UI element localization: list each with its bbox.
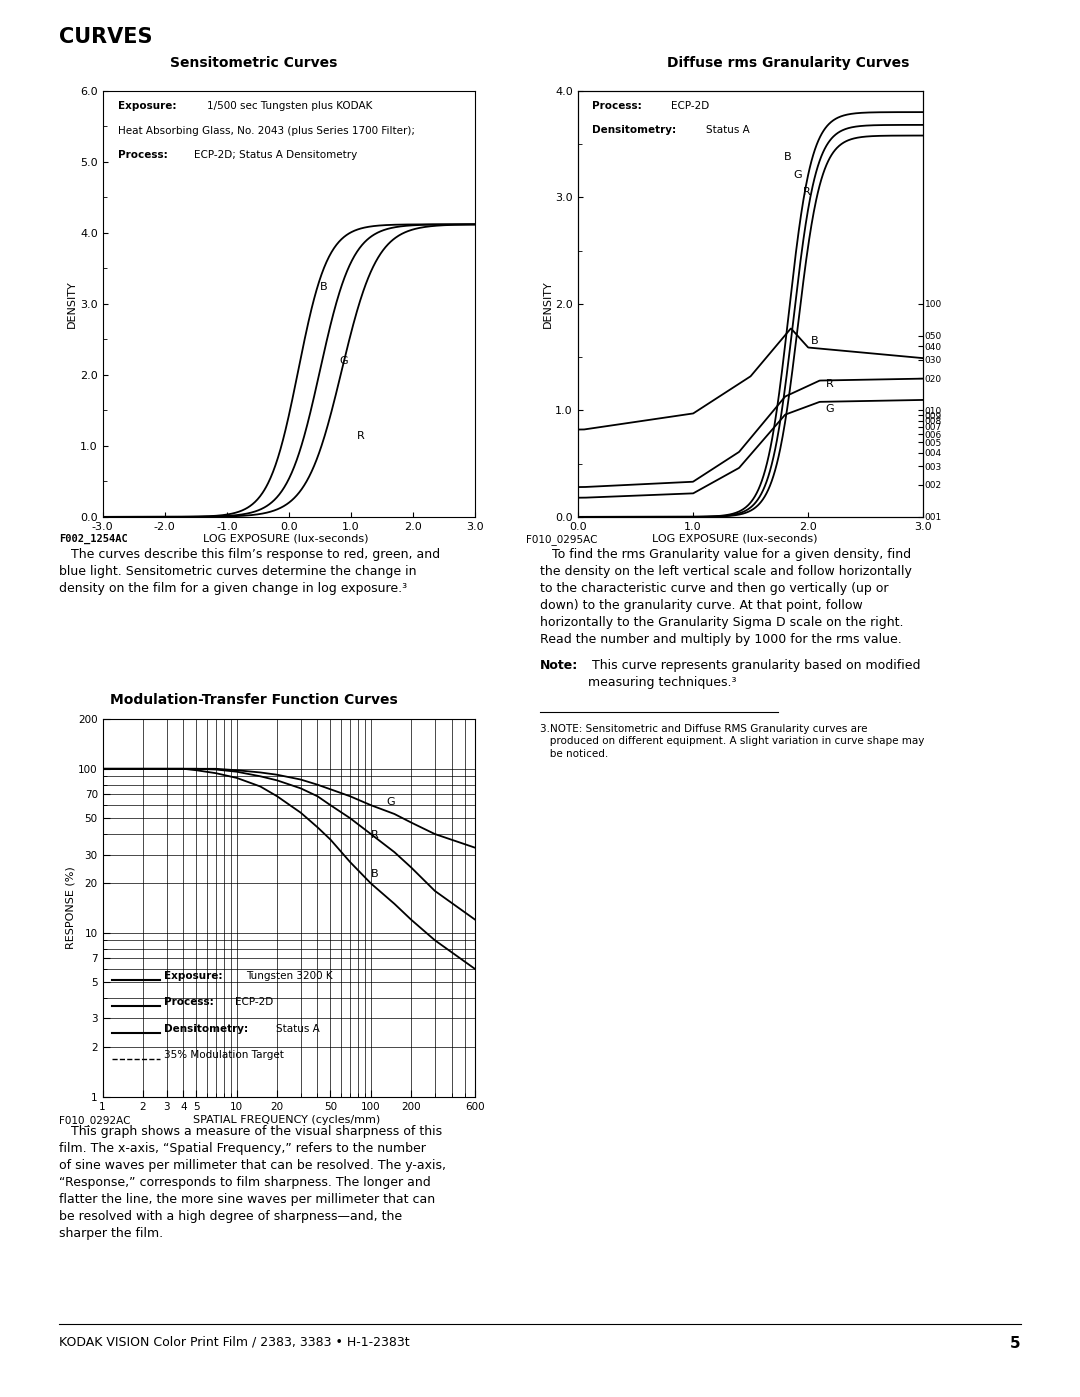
- Text: F002_1254AC: F002_1254AC: [59, 534, 129, 543]
- Text: SPATIAL FREQUENCY (cycles/mm): SPATIAL FREQUENCY (cycles/mm): [192, 1115, 380, 1125]
- Text: Status A: Status A: [275, 1024, 320, 1034]
- Text: G: G: [793, 170, 801, 180]
- Text: KODAK VISION Color Print Film / 2383, 3383 • H-1-2383t: KODAK VISION Color Print Film / 2383, 33…: [59, 1336, 410, 1348]
- Text: B: B: [370, 869, 378, 879]
- Text: LOG EXPOSURE (lux-seconds): LOG EXPOSURE (lux-seconds): [651, 534, 818, 543]
- Text: 5: 5: [1010, 1336, 1021, 1351]
- Text: ECP-2D: ECP-2D: [234, 997, 273, 1007]
- Text: R: R: [357, 430, 365, 441]
- Text: CURVES: CURVES: [59, 28, 153, 47]
- Text: G: G: [825, 405, 834, 415]
- Text: F010_0292AC: F010_0292AC: [59, 1115, 131, 1126]
- Text: G: G: [340, 356, 349, 366]
- Text: G: G: [387, 798, 395, 807]
- Text: Densitometry:: Densitometry:: [164, 1024, 248, 1034]
- Y-axis label: DENSITY: DENSITY: [67, 279, 77, 328]
- Text: F010_0295AC: F010_0295AC: [526, 534, 597, 545]
- Y-axis label: RESPONSE (%): RESPONSE (%): [65, 866, 76, 950]
- Text: Densitometry:: Densitometry:: [592, 124, 676, 136]
- Text: This curve represents granularity based on modified
measuring techniques.³: This curve represents granularity based …: [588, 659, 920, 689]
- Text: Sensitometric Curves: Sensitometric Curves: [171, 56, 337, 70]
- Text: R: R: [370, 830, 379, 840]
- Text: Exposure:: Exposure:: [118, 102, 176, 112]
- Y-axis label: DENSITY: DENSITY: [542, 279, 552, 328]
- Text: LOG EXPOSURE (lux-seconds): LOG EXPOSURE (lux-seconds): [203, 534, 369, 543]
- Text: B: B: [784, 152, 792, 162]
- Text: The curves describe this film’s response to red, green, and
blue light. Sensitom: The curves describe this film’s response…: [59, 548, 441, 595]
- Text: 3.NOTE: Sensitometric and Diffuse RMS Granularity curves are
   produced on diff: 3.NOTE: Sensitometric and Diffuse RMS Gr…: [540, 724, 924, 759]
- Text: Exposure:: Exposure:: [164, 971, 222, 981]
- Text: Process:: Process:: [118, 151, 167, 161]
- Text: B: B: [320, 282, 327, 292]
- Text: R: R: [802, 187, 810, 197]
- Text: Tungsten 3200 K: Tungsten 3200 K: [246, 971, 333, 981]
- Text: Status A: Status A: [705, 124, 750, 136]
- Text: 35% Modulation Target: 35% Modulation Target: [164, 1051, 284, 1060]
- Text: 1/500 sec Tungsten plus KODAK: 1/500 sec Tungsten plus KODAK: [207, 102, 373, 112]
- Text: Heat Absorbing Glass, No. 2043 (plus Series 1700 Filter);: Heat Absorbing Glass, No. 2043 (plus Ser…: [118, 126, 415, 136]
- Text: Diffuse rms Granularity Curves: Diffuse rms Granularity Curves: [667, 56, 909, 70]
- Text: ECP-2D: ECP-2D: [671, 102, 710, 112]
- Text: Process:: Process:: [592, 102, 642, 112]
- Text: To find the rms Granularity value for a given density, find
the density on the l: To find the rms Granularity value for a …: [540, 548, 912, 645]
- Text: Modulation-Transfer Function Curves: Modulation-Transfer Function Curves: [110, 693, 397, 707]
- Text: R: R: [825, 379, 834, 388]
- Text: Process:: Process:: [164, 997, 214, 1007]
- Text: B: B: [810, 337, 819, 346]
- Text: This graph shows a measure of the visual sharpness of this
film. The x-axis, “Sp: This graph shows a measure of the visual…: [59, 1125, 446, 1239]
- Text: Note:: Note:: [540, 659, 578, 672]
- Text: ECP-2D; Status A Densitometry: ECP-2D; Status A Densitometry: [194, 151, 357, 161]
